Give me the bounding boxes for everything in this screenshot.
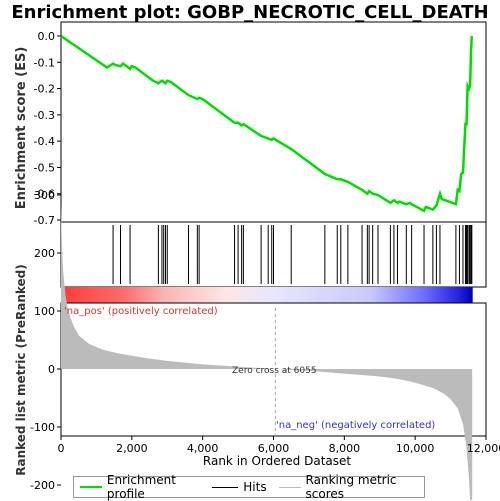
es-y-tick-label: 0.0 (38, 30, 56, 43)
es-y-tick-label: -0.3 (34, 109, 55, 122)
legend-swatch-ranking (279, 487, 301, 488)
legend-label-ranking: Ranking metric scores (306, 473, 418, 501)
x-tick-label: 10,000 (396, 442, 435, 455)
legend-item-hits: Hits (212, 480, 266, 494)
legend-swatch-hits (212, 487, 238, 488)
rank-y-tick-label: -200 (30, 479, 55, 492)
rank-gradient-bar (62, 287, 473, 303)
legend-swatch-enrichment (80, 486, 102, 488)
legend: Enrichment profile Hits Ranking metric s… (73, 476, 425, 498)
legend-item-enrichment: Enrichment profile (80, 473, 200, 501)
legend-label-hits: Hits (243, 480, 266, 494)
rank-y-tick-label: 200 (34, 247, 55, 260)
x-tick-label: 12,000 (467, 442, 500, 455)
es-y-tick-label: -0.1 (34, 56, 55, 69)
chart-title: Enrichment plot: GOBP_NECROTIC_CELL_DEAT… (11, 2, 488, 23)
rank-y-label: Ranked list metric (PreRanked) (14, 264, 28, 476)
pos-correlated-label: 'na_pos' (positively correlated) (64, 306, 218, 317)
es-y-tick-label: -0.5 (34, 161, 55, 174)
x-tick-label: 2,000 (116, 442, 148, 455)
es-y-tick-label: -0.4 (34, 135, 55, 148)
x-tick-label: 0 (58, 442, 65, 455)
rank-y-tick-label: -100 (30, 421, 55, 434)
enrichment-line (61, 36, 472, 211)
hit-markers (113, 225, 472, 284)
es-panel (61, 22, 486, 222)
rank-y-tick-label: 300 (34, 189, 55, 202)
legend-item-ranking: Ranking metric scores (279, 473, 418, 501)
zero-cross-label: Zero cross at 6055 (232, 366, 317, 376)
es-y-label: Enrichment score (ES) (14, 47, 29, 210)
es-y-tick-label: -0.2 (34, 83, 55, 96)
legend-label-enrichment: Enrichment profile (107, 473, 200, 501)
neg-correlated-label: 'na_neg' (negatively correlated) (276, 420, 435, 431)
es-y-tick-label: -0.7 (34, 214, 55, 227)
enrichment-profile (61, 36, 472, 211)
rank-y-tick-label: 100 (34, 305, 55, 318)
rank-y-tick-label: 0 (48, 363, 55, 376)
x-axis-label: Rank in Ordered Dataset (203, 454, 351, 468)
